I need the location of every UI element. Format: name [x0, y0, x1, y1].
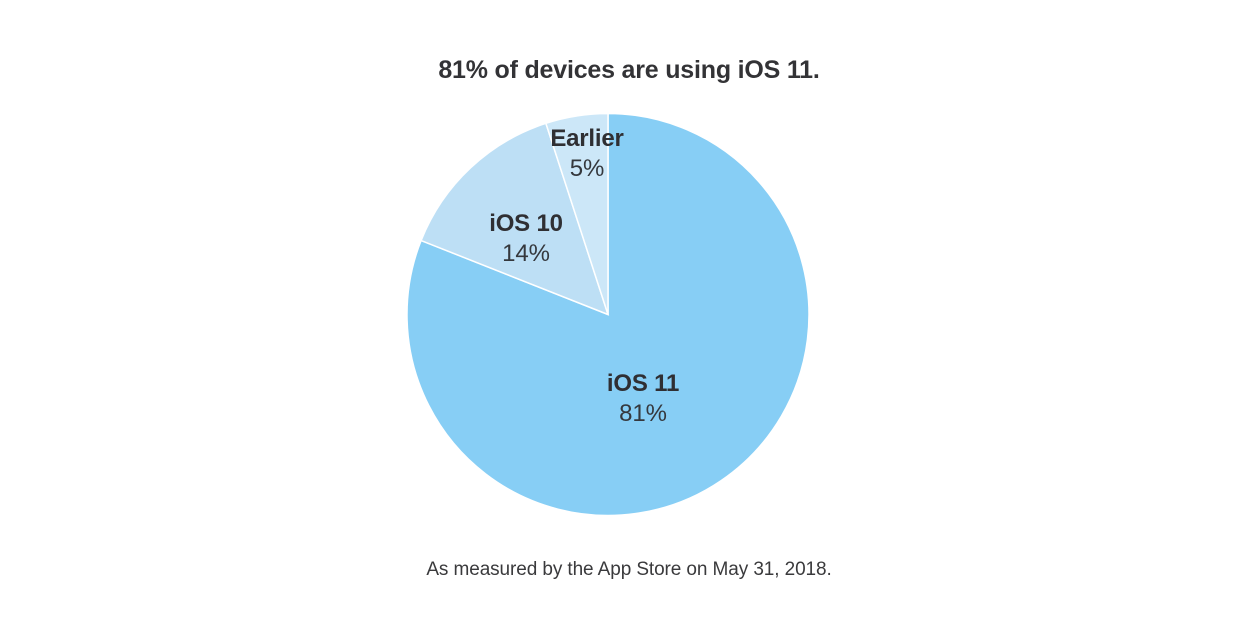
pie-slice-earlier[interactable] — [544, 113, 609, 315]
chart-caption: As measured by the App Store on May 31, … — [426, 559, 832, 580]
pie-chart — [407, 113, 809, 516]
chart-title: 81% of devices are using iOS 11. — [438, 56, 820, 84]
pie-slices — [407, 113, 809, 516]
pie-chart-svg — [407, 113, 809, 516]
